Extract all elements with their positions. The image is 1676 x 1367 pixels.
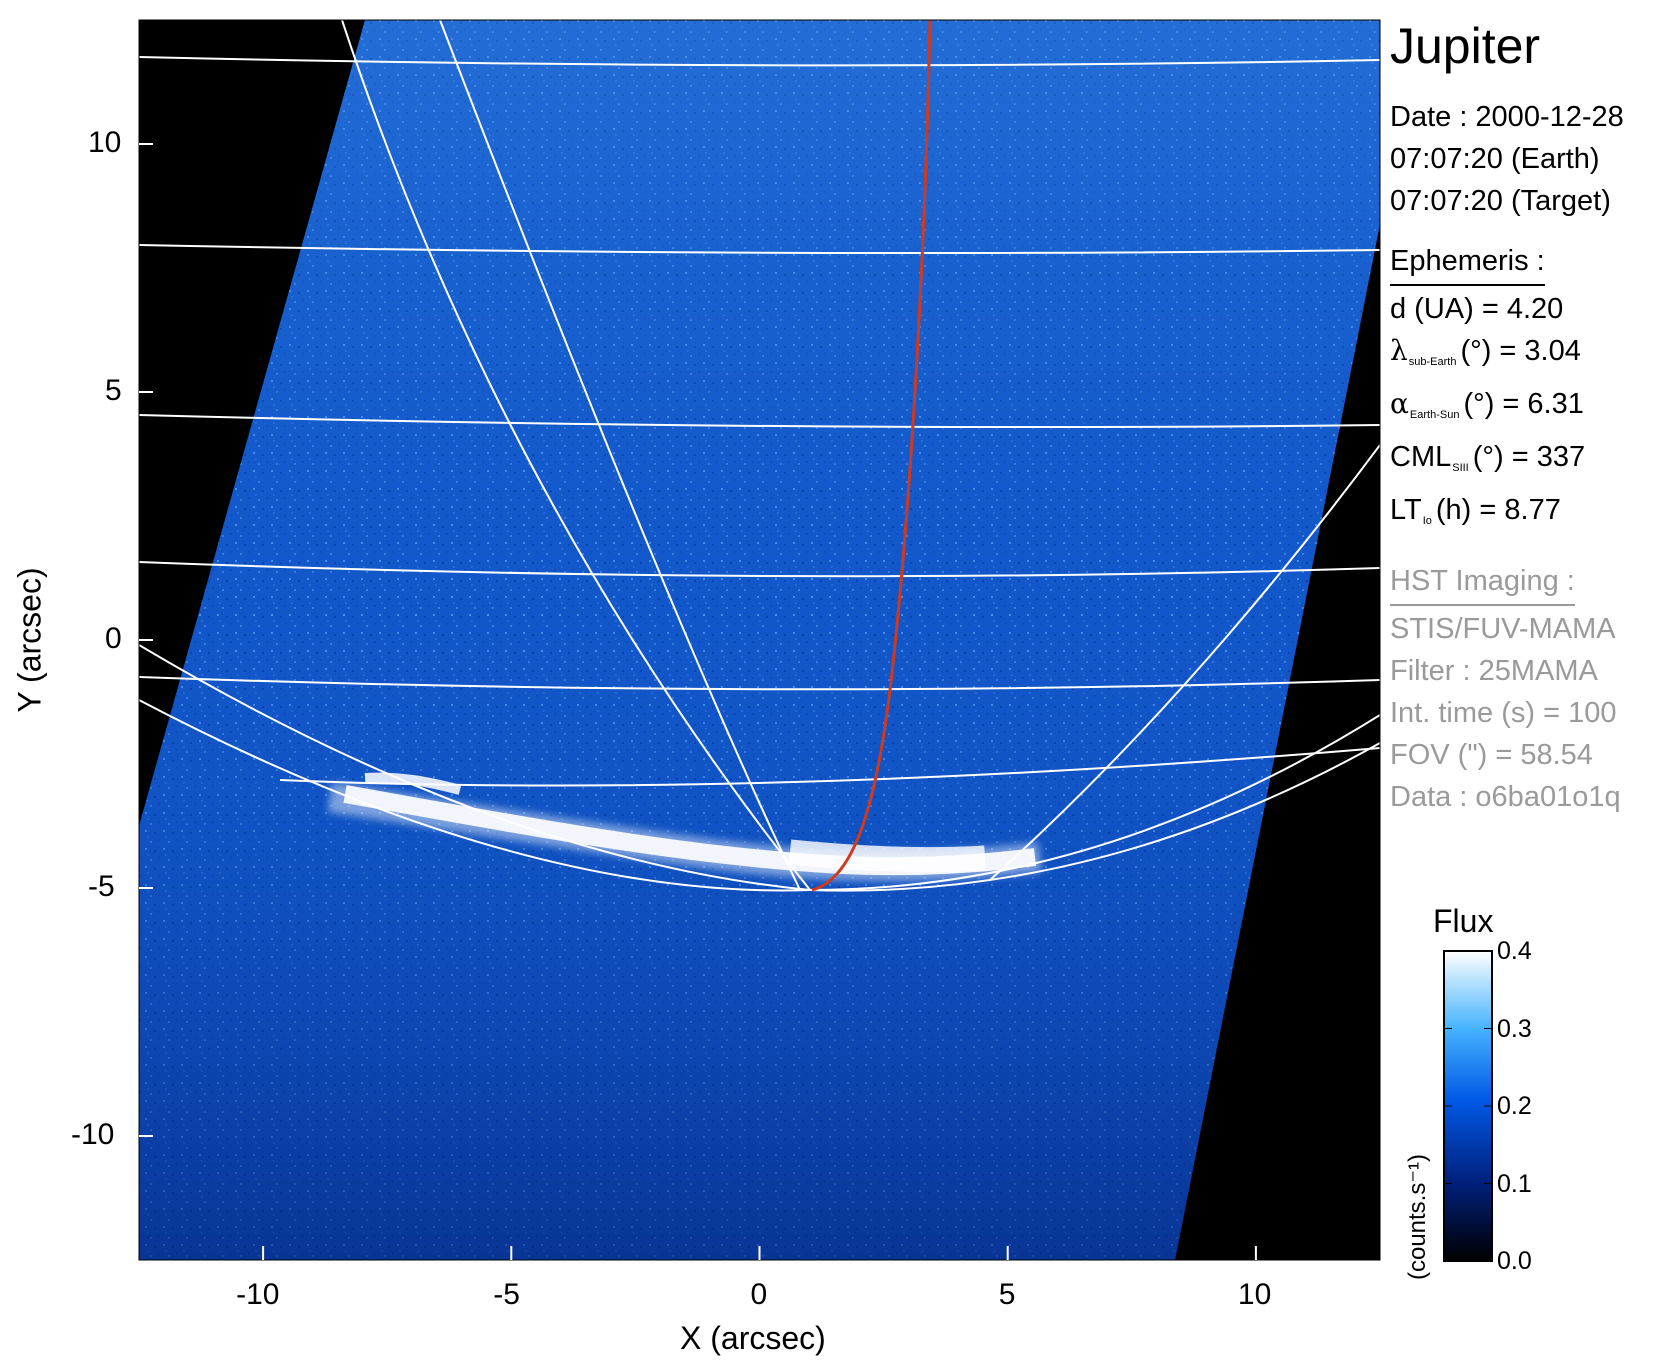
longitude-line [809, 742, 1380, 892]
lt-label: LT [1390, 494, 1422, 526]
cml-subscript: SIII [1452, 462, 1469, 474]
colorbar-unit-container: (counts.s⁻¹) [1403, 1112, 1433, 1322]
earth-sun-value: (°) = 6.31 [1463, 388, 1584, 420]
io-local-time-line: LTIo (h) = 8.77 [1390, 489, 1670, 542]
longitude-line [341, 20, 811, 891]
x-axis-label: X (arcsec) [680, 1320, 826, 1356]
latitude-line [139, 244, 1380, 255]
earth-sun-subscript: Earth-Sun [1409, 409, 1460, 421]
y-tick-label: -5 [88, 870, 115, 903]
latitude-line [139, 676, 1380, 691]
colorbar-unit: (counts.s⁻¹) [1404, 1153, 1431, 1281]
filter-line: Filter : 25MAMA [1390, 655, 1598, 687]
image-panel [139, 20, 1380, 1260]
y-tick-label: 5 [105, 374, 122, 407]
data-id-line: Data : o6ba01o1q [1390, 781, 1621, 813]
date-line: Date : 2000-12-28 [1390, 101, 1624, 133]
y-tick-label: 0 [105, 622, 122, 655]
target-time-line: 07:07:20 (Target) [1390, 185, 1611, 217]
sub-earth-latitude-line: λsub-Earth (°) = 3.04 [1390, 330, 1670, 383]
colorbar-tick-label: 0.1 [1497, 1169, 1532, 1198]
observation-info-panel: Jupiter Date : 2000-12-28 07:07:20 (Eart… [1390, 18, 1670, 818]
cml-line: CMLSIII (°) = 337 [1390, 436, 1670, 489]
lt-value: (h) = 8.77 [1435, 494, 1561, 526]
colorbar-tick-label: 0.4 [1497, 937, 1532, 965]
lambda-symbol: λ [1390, 334, 1408, 367]
sub-earth-value: (°) = 3.04 [1460, 335, 1581, 367]
latitude-line [139, 414, 1380, 429]
latitude-line [139, 56, 1380, 67]
longitude-line [439, 20, 801, 891]
aurora-oval [327, 772, 1042, 882]
distance-line: d (UA) = 4.20 [1390, 293, 1564, 325]
x-tick-label: -10 [236, 1278, 280, 1311]
detector-image-shading [139, 20, 1380, 1260]
earth-sun-angle-line: αEarth-Sun (°) = 6.31 [1390, 383, 1670, 436]
integration-time-line: Int. time (s) = 100 [1390, 697, 1617, 729]
planet-title: Jupiter [1390, 18, 1541, 74]
cml-value: (°) = 337 [1472, 441, 1586, 473]
instrument-line: STIS/FUV-MAMA [1390, 613, 1616, 645]
longitude-line [139, 699, 811, 892]
colorbar-tick-label: 0.3 [1497, 1014, 1532, 1043]
latitude-line [139, 561, 1380, 578]
hst-title: HST Imaging : [1390, 560, 1575, 606]
longitude-line [989, 444, 1380, 881]
ephemeris-title: Ephemeris : [1390, 240, 1545, 286]
colorbar-title: Flux [1433, 903, 1494, 939]
colorbar-tick-label: 0.0 [1497, 1247, 1532, 1275]
y-tick-label: -10 [71, 1118, 115, 1151]
io-subscript: Io [1422, 515, 1432, 527]
fov-line: FOV (") = 58.54 [1390, 739, 1593, 771]
cml-label: CML [1390, 441, 1452, 473]
earth-time-line: 07:07:20 (Earth) [1390, 143, 1600, 175]
y-tick-label: 10 [88, 126, 122, 159]
x-tick-label: -5 [493, 1278, 520, 1311]
alpha-symbol: α [1390, 387, 1409, 420]
sub-earth-subscript: sub-Earth [1408, 356, 1457, 368]
io-footprint-curve [811, 20, 932, 892]
y-axis-label: Y (arcsec) [11, 567, 48, 713]
x-tick-label: 0 [750, 1278, 768, 1311]
x-tick-label: 5 [998, 1278, 1016, 1311]
x-tick-label: 10 [1237, 1278, 1272, 1311]
colorbar-tick-label: 0.2 [1497, 1092, 1532, 1120]
longitude-line [809, 714, 1380, 891]
